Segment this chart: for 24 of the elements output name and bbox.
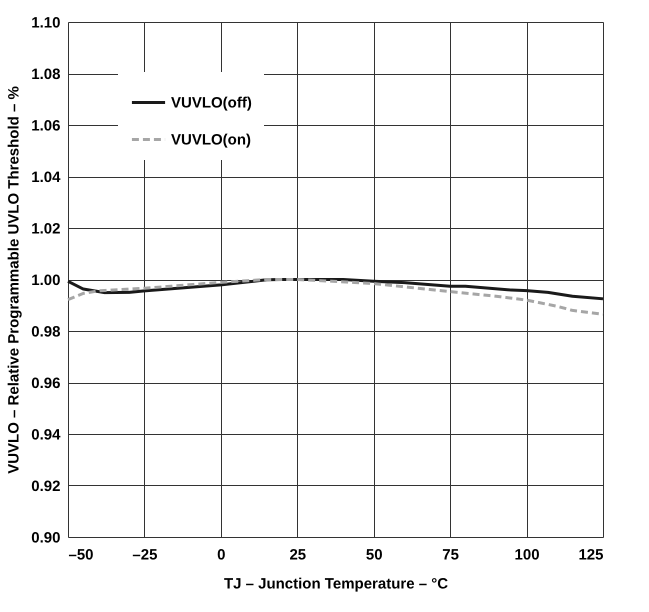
x-tick-label: –25: [132, 546, 158, 564]
y-tick-label: 1.06: [31, 118, 60, 134]
y-tick-label: 0.96: [31, 375, 60, 392]
y-tick-label: 0.92: [31, 478, 60, 495]
x-tick-label: 100: [514, 546, 540, 564]
line-series: [66, 278, 604, 316]
y-tick-label: 0.98: [31, 324, 60, 340]
x-tick-label: 75: [442, 546, 459, 564]
y-tick-label: 1.08: [31, 66, 60, 83]
y-axis-title: VUVLO – Relative Programmable UVLO Threshold – %: [5, 86, 22, 474]
y-tick-label: 0.94: [31, 426, 62, 444]
x-tick-label: 0: [217, 546, 226, 564]
x-tick-label: 25: [289, 546, 306, 564]
y-tick-label: 1.10: [31, 14, 60, 32]
x-tick-label: 50: [366, 546, 383, 564]
legend-label: VUVLO(off): [171, 94, 252, 112]
y-tick-label: 0.90: [31, 530, 60, 546]
y-tick-label: 1.04: [31, 169, 62, 186]
x-tick-label: 125: [578, 546, 604, 564]
y-tick-label: 1.00: [31, 272, 60, 289]
y-tick-label: 1.02: [31, 220, 60, 238]
legend-label: VUVLO(on): [171, 132, 251, 148]
x-axis-title: TJ – Junction Temperature – °C: [224, 576, 448, 592]
x-tick-label: –50: [68, 546, 94, 564]
